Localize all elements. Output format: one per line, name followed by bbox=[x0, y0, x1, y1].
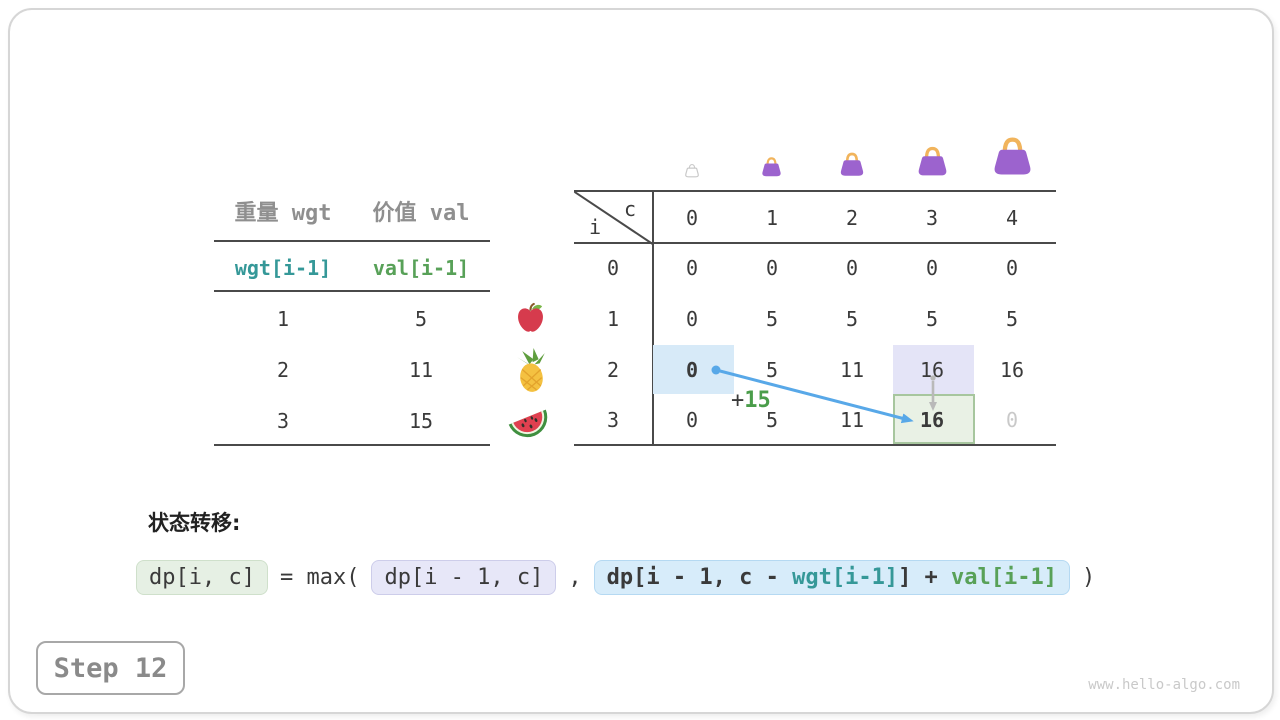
dp-cell: 0 bbox=[845, 256, 859, 280]
item-row-wgt: 2 bbox=[276, 358, 290, 382]
dp-cell: 0 bbox=[925, 256, 939, 280]
bag-capacity-0-icon bbox=[684, 163, 700, 178]
dp-cell: 5 bbox=[1005, 307, 1019, 331]
arg2-pre: dp[i - 1, c - bbox=[606, 565, 793, 590]
watermark: www.hello-algo.com bbox=[1088, 677, 1240, 693]
dp-cell: 0 bbox=[765, 256, 779, 280]
bag-capacity-1-icon bbox=[760, 156, 783, 178]
item-row-val: 5 bbox=[414, 307, 428, 331]
arg2-mid: ] + bbox=[898, 565, 952, 590]
dp-row-header: 0 bbox=[606, 256, 620, 280]
item-row-val: 11 bbox=[408, 358, 434, 382]
items-table-rule-bottom bbox=[214, 444, 490, 446]
dp-cell-source: 0 bbox=[685, 358, 699, 382]
item-row-val: 15 bbox=[408, 409, 434, 433]
dp-cell: 11 bbox=[839, 408, 865, 432]
items-header-value: 价值 val bbox=[372, 201, 470, 226]
arg2-val: val[i-1] bbox=[951, 565, 1058, 590]
dp-cell: 11 bbox=[839, 358, 865, 382]
dp-cell-current: 16 bbox=[919, 408, 945, 432]
dp-row-header: 3 bbox=[606, 408, 620, 432]
transfer-arrow-icon bbox=[711, 365, 914, 424]
transition-add-label: +15 bbox=[731, 388, 771, 413]
item-row-wgt: 1 bbox=[276, 307, 290, 331]
formula-close-paren: ) bbox=[1082, 565, 1096, 590]
dp-cell: 16 bbox=[999, 358, 1025, 382]
dp-col-header: 2 bbox=[845, 206, 859, 230]
items-subheader-val: val[i-1] bbox=[372, 256, 470, 280]
dp-table-rule-bottom bbox=[574, 444, 1056, 446]
bag-capacity-4-icon bbox=[990, 135, 1035, 178]
dp-cell: 5 bbox=[925, 307, 939, 331]
step-badge: Step 12 bbox=[36, 641, 185, 695]
items-table-rule-mid bbox=[214, 290, 490, 292]
items-subheader-wgt: wgt[i-1] bbox=[234, 256, 332, 280]
dp-cell: 5 bbox=[765, 408, 779, 432]
plus-sign: + bbox=[731, 388, 745, 413]
items-table-rule-top bbox=[214, 240, 490, 242]
dp-col-header: 1 bbox=[765, 206, 779, 230]
item-row-wgt: 3 bbox=[276, 409, 290, 433]
figure-card bbox=[8, 8, 1274, 714]
formula-arg1: dp[i - 1, c] bbox=[371, 560, 557, 595]
added-value: 15 bbox=[744, 388, 771, 413]
dp-row-header: 1 bbox=[606, 307, 620, 331]
dp-cell: 0 bbox=[685, 408, 699, 432]
bag-capacity-3-icon bbox=[915, 145, 950, 178]
formula-arg2: dp[i - 1, c - wgt[i-1]] + val[i-1] bbox=[593, 560, 1071, 595]
transition-arrows bbox=[711, 365, 937, 424]
formula-lhs: dp[i, c] bbox=[136, 560, 268, 595]
dp-cell: 0 bbox=[1005, 256, 1019, 280]
corner-label-i: i bbox=[589, 215, 602, 239]
dp-cell: 0 bbox=[685, 307, 699, 331]
formula-comma: , bbox=[568, 565, 582, 590]
corner-label-c: c bbox=[624, 197, 637, 221]
apple-icon bbox=[514, 301, 547, 335]
dp-table-rule-header bbox=[574, 242, 1056, 244]
dp-cell: 0 bbox=[685, 256, 699, 280]
bag-capacity-2-icon bbox=[838, 151, 866, 178]
carry-down-arrow-icon bbox=[929, 375, 937, 411]
watermelon-icon bbox=[504, 397, 552, 443]
dp-row-header: 2 bbox=[606, 358, 620, 382]
pineapple-icon bbox=[510, 348, 555, 395]
dp-table-rule-top bbox=[574, 190, 1056, 192]
dp-cell: 5 bbox=[765, 358, 779, 382]
items-header-weight: 重量 wgt bbox=[234, 201, 332, 226]
highlight-source-cell bbox=[653, 345, 734, 394]
dp-table-vline bbox=[652, 190, 654, 446]
state-transition-formula: dp[i, c] = max( dp[i - 1, c] , dp[i - 1,… bbox=[136, 560, 1107, 595]
dp-cell: 5 bbox=[765, 307, 779, 331]
dp-cell-pending: 0 bbox=[1005, 408, 1019, 432]
state-transition-caption: 状态转移: bbox=[148, 511, 241, 535]
dp-col-header: 4 bbox=[1005, 206, 1019, 230]
arg2-wgt: wgt[i-1] bbox=[792, 565, 899, 590]
dp-col-header: 3 bbox=[925, 206, 939, 230]
dp-cell: 5 bbox=[845, 307, 859, 331]
formula-eq-max: = max( bbox=[279, 565, 360, 590]
dp-col-header: 0 bbox=[685, 206, 699, 230]
